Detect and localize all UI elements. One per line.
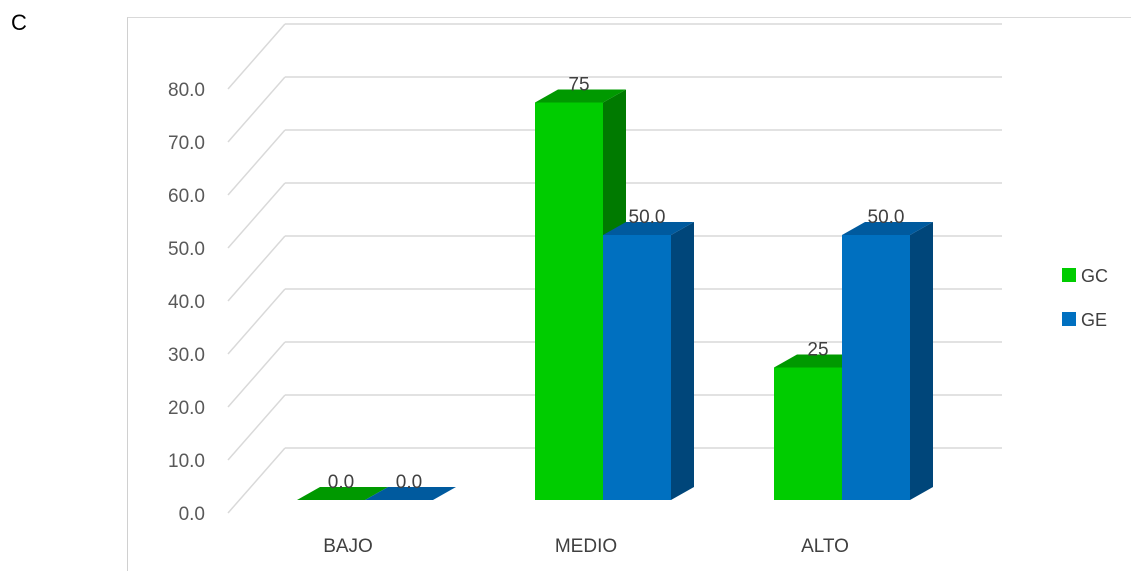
gridline-diagonal xyxy=(227,235,286,302)
bar-front xyxy=(603,235,671,500)
data-label: 50.0 xyxy=(868,207,905,228)
chart-frame xyxy=(127,17,1131,571)
x-category-label: MEDIO xyxy=(555,536,617,557)
legend-swatch xyxy=(1062,312,1076,326)
y-axis-ticks: 0.0 10.0 20.0 30.0 40.0 50.0 60.0 70.0 80.0 xyxy=(168,80,205,525)
legend-swatch xyxy=(1062,268,1076,282)
bar-top xyxy=(365,487,456,500)
gridline-diagonal xyxy=(227,447,286,514)
y-tick-label: 50.0 xyxy=(168,239,205,260)
y-tick-label: 60.0 xyxy=(168,186,205,207)
bar-ge-bajo xyxy=(365,487,456,500)
legend-label: GE xyxy=(1081,310,1107,330)
x-category-label: BAJO xyxy=(323,536,373,557)
bar-front xyxy=(774,367,842,500)
bar-front xyxy=(535,102,603,500)
legend-label: GC xyxy=(1081,266,1108,286)
gridline-diagonal xyxy=(227,76,286,143)
bar-ge-alto xyxy=(842,222,933,500)
gridline-diagonal xyxy=(227,23,286,90)
gridline-diagonal xyxy=(227,182,286,249)
y-tick-label: 30.0 xyxy=(168,345,205,366)
gridline-diagonal xyxy=(227,288,286,355)
legend: GC GE xyxy=(1062,266,1108,330)
data-label: 50.0 xyxy=(629,207,666,228)
bar-ge-medio xyxy=(603,222,694,500)
gridline-diagonal xyxy=(227,129,286,196)
data-label: 75 xyxy=(568,75,589,96)
y-tick-label: 80.0 xyxy=(168,80,205,101)
gridline-diagonal xyxy=(227,394,286,461)
bar-front xyxy=(842,235,910,500)
bar-top xyxy=(535,89,626,103)
bar-gc-bajo xyxy=(297,487,388,500)
bar-top xyxy=(603,222,694,235)
data-label: 0.0 xyxy=(396,472,422,493)
bars xyxy=(297,89,933,500)
data-label: 25 xyxy=(807,340,828,361)
bar-top xyxy=(297,487,388,500)
y-tick-label: 40.0 xyxy=(168,292,205,313)
y-tick-label: 20.0 xyxy=(168,398,205,419)
panel-label: C xyxy=(11,10,27,35)
y-tick-label: 0.0 xyxy=(179,504,205,525)
y-tick-label: 10.0 xyxy=(168,451,205,472)
gridline-diagonal xyxy=(227,341,286,408)
y-tick-label: 70.0 xyxy=(168,133,205,154)
x-category-label: ALTO xyxy=(801,536,849,557)
data-labels: 0.0 0.0 75 50.0 25 50.0 xyxy=(328,75,905,494)
x-axis-categories: BAJO MEDIO ALTO xyxy=(323,536,849,557)
bar-top xyxy=(842,222,933,235)
data-label: 0.0 xyxy=(328,472,354,493)
bar-side xyxy=(671,222,694,500)
bar-side xyxy=(910,222,933,500)
